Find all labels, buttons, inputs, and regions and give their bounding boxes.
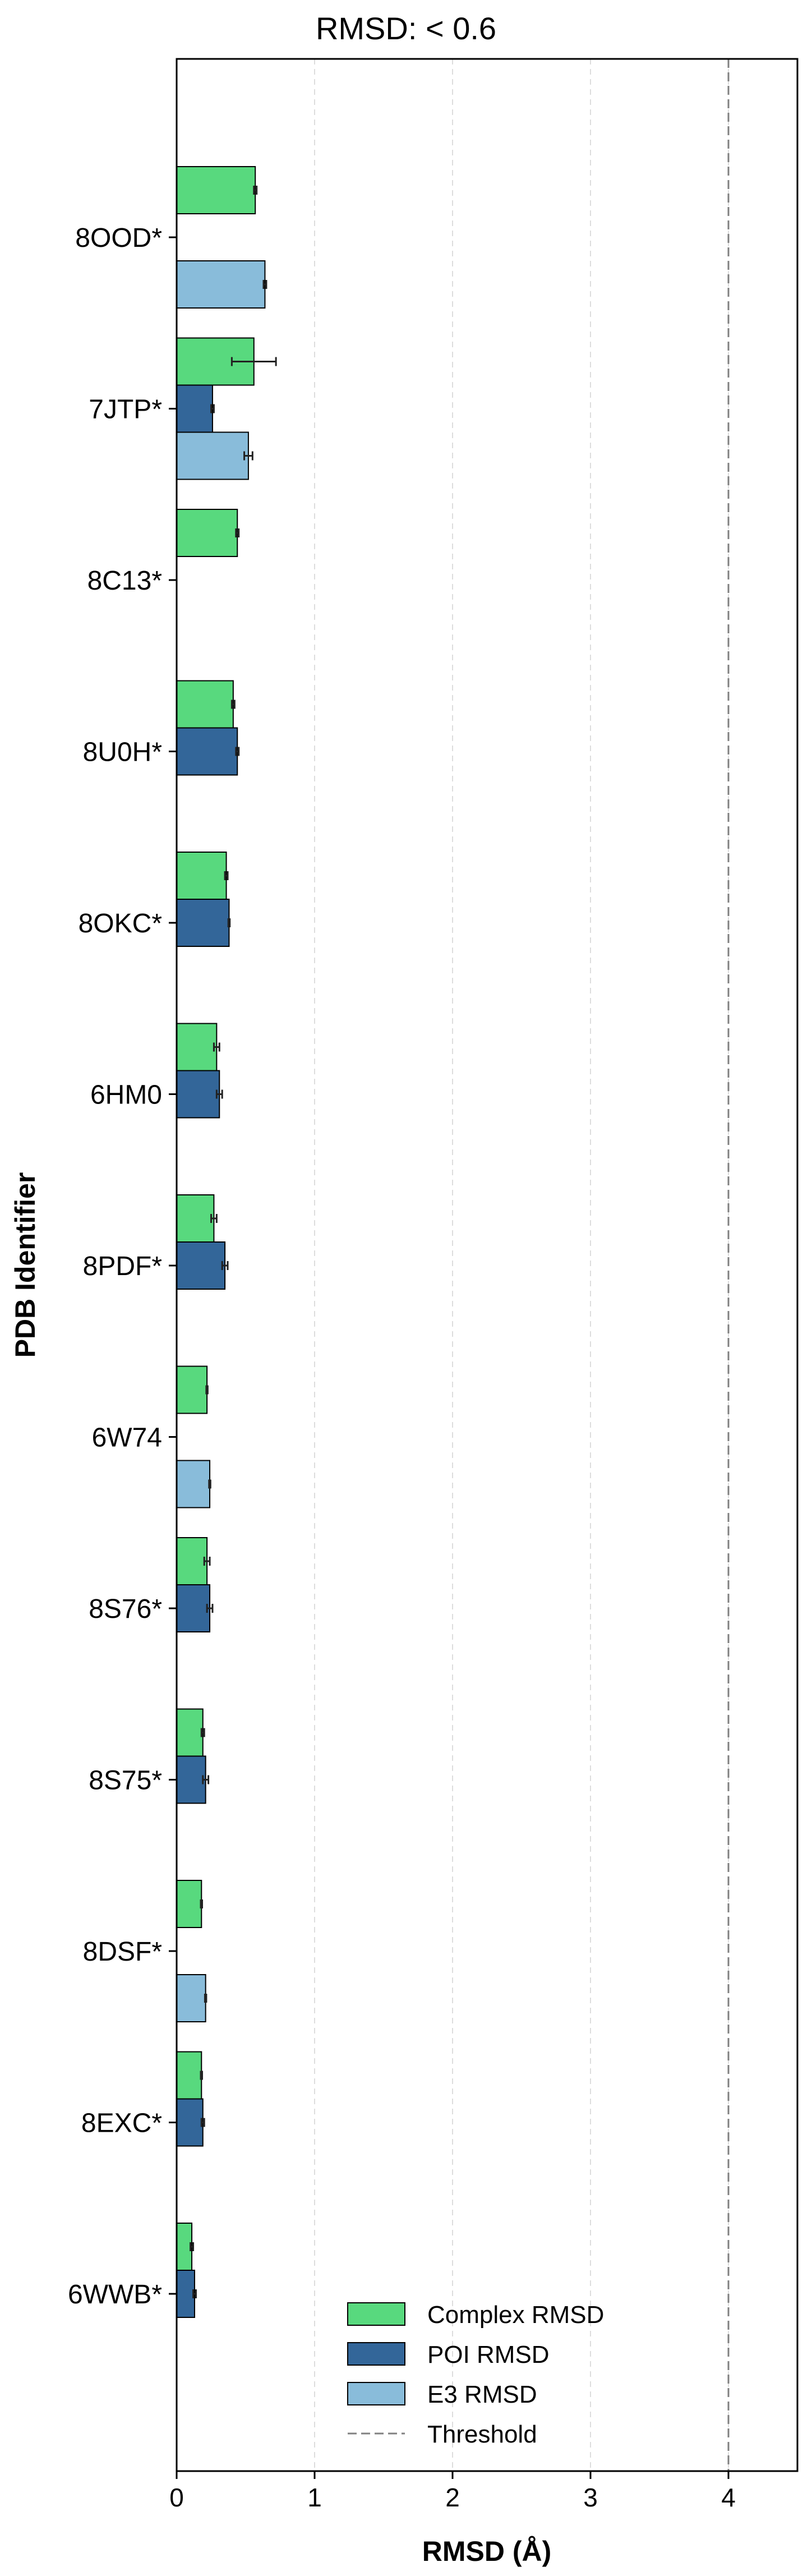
x-tick-label: 2 (445, 2483, 460, 2512)
legend-label: POI RMSD (427, 2341, 550, 2368)
complex-rmsd-bar (176, 509, 238, 557)
complex-rmsd-bar (176, 2223, 193, 2271)
y-tick-label: 8S76* (89, 1594, 162, 1624)
y-tick-label: 8OOD* (75, 223, 162, 253)
poi-rmsd-bar (176, 2098, 204, 2147)
x-axis-label: RMSD (Å) (422, 2536, 552, 2567)
complex-rmsd-bar (176, 852, 227, 900)
legend-label: E3 RMSD (427, 2381, 537, 2408)
x-axis-ticks: 0 1 2 3 4 (169, 2471, 736, 2512)
legend-label: Threshold (427, 2421, 537, 2448)
e3-rmsd-bar (176, 1460, 211, 1508)
poi-rmsd-bar (176, 384, 213, 433)
x-tick-label: 4 (721, 2483, 736, 2512)
y-tick-label: 8OKC* (79, 909, 162, 939)
legend-swatch (347, 2382, 405, 2405)
legend-swatch (347, 2342, 405, 2366)
complex-rmsd-bar (176, 1023, 218, 1071)
y-axis-ticks: 8OOD* 7JTP* 8C13* 8U0H* 8OKC* 6HM0 8PDF* 6W74 8S… (68, 223, 177, 2310)
chart-title: RMSD: < 0.6 (316, 11, 496, 46)
complex-rmsd-bar (176, 1537, 208, 1585)
y-tick-label: 6WWB* (68, 2280, 162, 2310)
y-tick-label: 8DSF* (83, 1937, 162, 1967)
y-tick-label: 8EXC* (81, 2109, 162, 2138)
bars-layer (176, 166, 266, 2318)
x-tick-label: 0 (169, 2483, 184, 2512)
y-tick-label: 7JTP* (89, 395, 162, 425)
poi-rmsd-bar (176, 1584, 211, 1632)
complex-rmsd-bar (176, 1880, 202, 1928)
complex-rmsd-bar (176, 680, 234, 729)
y-tick-label: 8C13* (87, 566, 162, 596)
plot-frame (176, 58, 799, 2472)
complex-rmsd-bar (176, 1194, 215, 1243)
grid-lines (314, 59, 729, 2471)
y-tick-label: 6W74 (92, 1423, 162, 1453)
poi-rmsd-bar (176, 899, 230, 947)
y-tick-label: 8U0H* (83, 738, 162, 767)
y-tick-label: 6HM0 (90, 1080, 162, 1110)
complex-rmsd-bar (176, 1365, 208, 1414)
e3-rmsd-bar (176, 431, 249, 480)
poi-rmsd-bar (176, 1241, 226, 1290)
e3-rmsd-bar (176, 1974, 206, 2022)
poi-rmsd-bar (176, 2270, 195, 2318)
legend-swatch (347, 2302, 405, 2326)
poi-rmsd-bar (176, 1070, 220, 1119)
complex-rmsd-bar (176, 166, 256, 214)
x-tick-label: 1 (307, 2483, 322, 2512)
complex-rmsd-bar (176, 1708, 204, 1757)
x-tick-label: 3 (583, 2483, 598, 2512)
poi-rmsd-bar (176, 727, 238, 776)
legend-label: Complex RMSD (427, 2301, 604, 2329)
complex-rmsd-bar (176, 2051, 202, 2100)
y-axis-label: PDB Identifier (10, 1172, 41, 1358)
poi-rmsd-bar (176, 1755, 206, 1804)
legend: Complex RMSD POI RMSD E3 RMSD Threshold (347, 2301, 604, 2448)
y-tick-label: 8S75* (89, 1766, 162, 1796)
y-tick-label: 8PDF* (83, 1252, 162, 1281)
e3-rmsd-bar (176, 260, 266, 309)
error-bars-layer (190, 186, 277, 2298)
